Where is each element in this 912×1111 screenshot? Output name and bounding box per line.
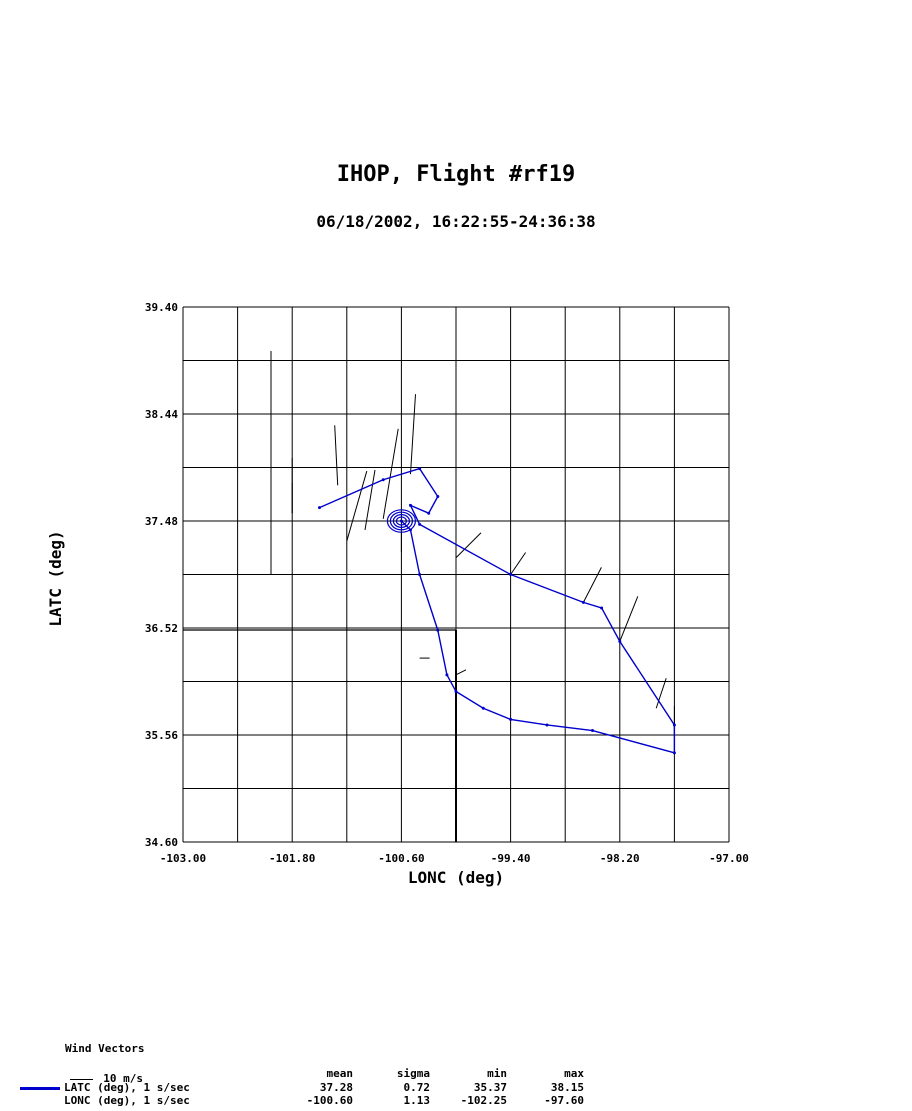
- x-axis-label: LONC (deg): [408, 868, 504, 887]
- data-point: [454, 690, 458, 694]
- stats-min: 35.37: [473, 1081, 507, 1094]
- y-axis-label: LATC (deg): [46, 530, 65, 626]
- legend-scale-line: [70, 1078, 94, 1080]
- wind-vector: [334, 425, 339, 486]
- stats-max: 38.15: [550, 1081, 584, 1094]
- data-point: [409, 503, 412, 507]
- stats-header-max: max: [564, 1067, 584, 1080]
- tick-labels: -103.00 -101.80 -100.60 -99.40 -98.20 -97.00 3…: [145, 301, 749, 865]
- data-point: [600, 606, 604, 610]
- wind-vector: [655, 678, 667, 709]
- track-loop: [389, 511, 413, 531]
- legend-heading: Wind Vectors: [65, 1042, 145, 1055]
- y-tick-label: 36.52: [145, 622, 178, 635]
- wind-vector: [410, 394, 416, 475]
- x-tick-label: -99.40: [491, 852, 531, 865]
- y-tick-label: 38.44: [145, 408, 178, 421]
- legend-scale: 10 m/s: [57, 1059, 143, 1085]
- stats-header-sigma: sigma: [396, 1067, 430, 1080]
- stats-row-label: LONC (deg), 1 s/sec: [64, 1094, 190, 1107]
- stats-header: mean sigma min max: [0, 1067, 912, 1081]
- stats-mean: 37.28: [319, 1081, 353, 1094]
- y-tick-label: 34.60: [145, 836, 178, 849]
- data-point: [445, 673, 449, 677]
- stats-header-mean: mean: [326, 1067, 354, 1080]
- track-loop: [386, 509, 416, 533]
- series-layer: [318, 467, 676, 755]
- stats-min: -102.25: [460, 1094, 507, 1107]
- stats-row: LONC (deg), 1 s/sec -100.60 1.13 -102.25…: [0, 1094, 912, 1108]
- x-tick-label: -101.80: [269, 852, 315, 865]
- track-loop: [395, 516, 407, 526]
- x-tick-label: -97.00: [709, 852, 749, 865]
- stats-row-label: LATC (deg), 1 s/sec: [64, 1081, 190, 1094]
- wind-vector: [455, 532, 482, 559]
- wind-vector: [364, 469, 376, 530]
- chart-subtitle: 06/18/2002, 16:22:55-24:36:38: [316, 212, 596, 231]
- stats-mean: -100.60: [306, 1094, 353, 1107]
- stats-row: LATC (deg), 1 s/sec 37.28 0.72 35.37 38.…: [0, 1081, 912, 1095]
- data-point: [672, 751, 676, 755]
- data-point: [581, 600, 585, 604]
- wind-vector: [582, 567, 602, 603]
- plot-grid: [182, 306, 730, 843]
- x-tick-label: -98.20: [600, 852, 640, 865]
- stats-sigma: 1.13: [403, 1094, 431, 1107]
- data-point: [418, 467, 422, 471]
- data-point: [436, 628, 440, 632]
- y-tick-label: 39.40: [145, 301, 178, 314]
- data-point: [672, 723, 676, 727]
- x-tick-label: -103.00: [160, 852, 206, 865]
- data-point: [418, 573, 422, 576]
- data-point: [618, 639, 622, 643]
- data-point: [427, 511, 431, 515]
- wind-vector: [510, 552, 527, 575]
- y-tick-label: 37.48: [145, 515, 178, 528]
- stats-max: -97.60: [544, 1094, 584, 1107]
- series-line: [319, 467, 676, 754]
- wind-vector: [455, 669, 467, 676]
- data-point: [509, 717, 513, 721]
- data-point: [418, 522, 422, 526]
- data-point: [591, 729, 594, 733]
- x-tick-label: -100.60: [378, 852, 424, 865]
- y-tick-label: 35.56: [145, 729, 178, 742]
- data-point: [436, 494, 440, 498]
- wind-vector: [619, 596, 639, 642]
- data-point: [509, 573, 513, 576]
- wind-vector: [346, 470, 368, 542]
- data-point: [381, 478, 385, 482]
- wind-vectors: [183, 351, 675, 842]
- chart-title: IHOP, Flight #rf19: [336, 162, 576, 187]
- legend-scale-label: 10 m/s: [103, 1072, 143, 1085]
- wind-vector: [382, 428, 399, 519]
- data-point: [545, 723, 549, 727]
- data-point: [481, 706, 485, 710]
- stats-header-min: min: [487, 1067, 507, 1080]
- track-loop: [392, 513, 410, 528]
- stats-sigma: 0.72: [403, 1081, 431, 1094]
- data-point: [318, 506, 321, 510]
- stats-legend-swatch: [20, 1087, 60, 1090]
- data-point: [399, 519, 403, 523]
